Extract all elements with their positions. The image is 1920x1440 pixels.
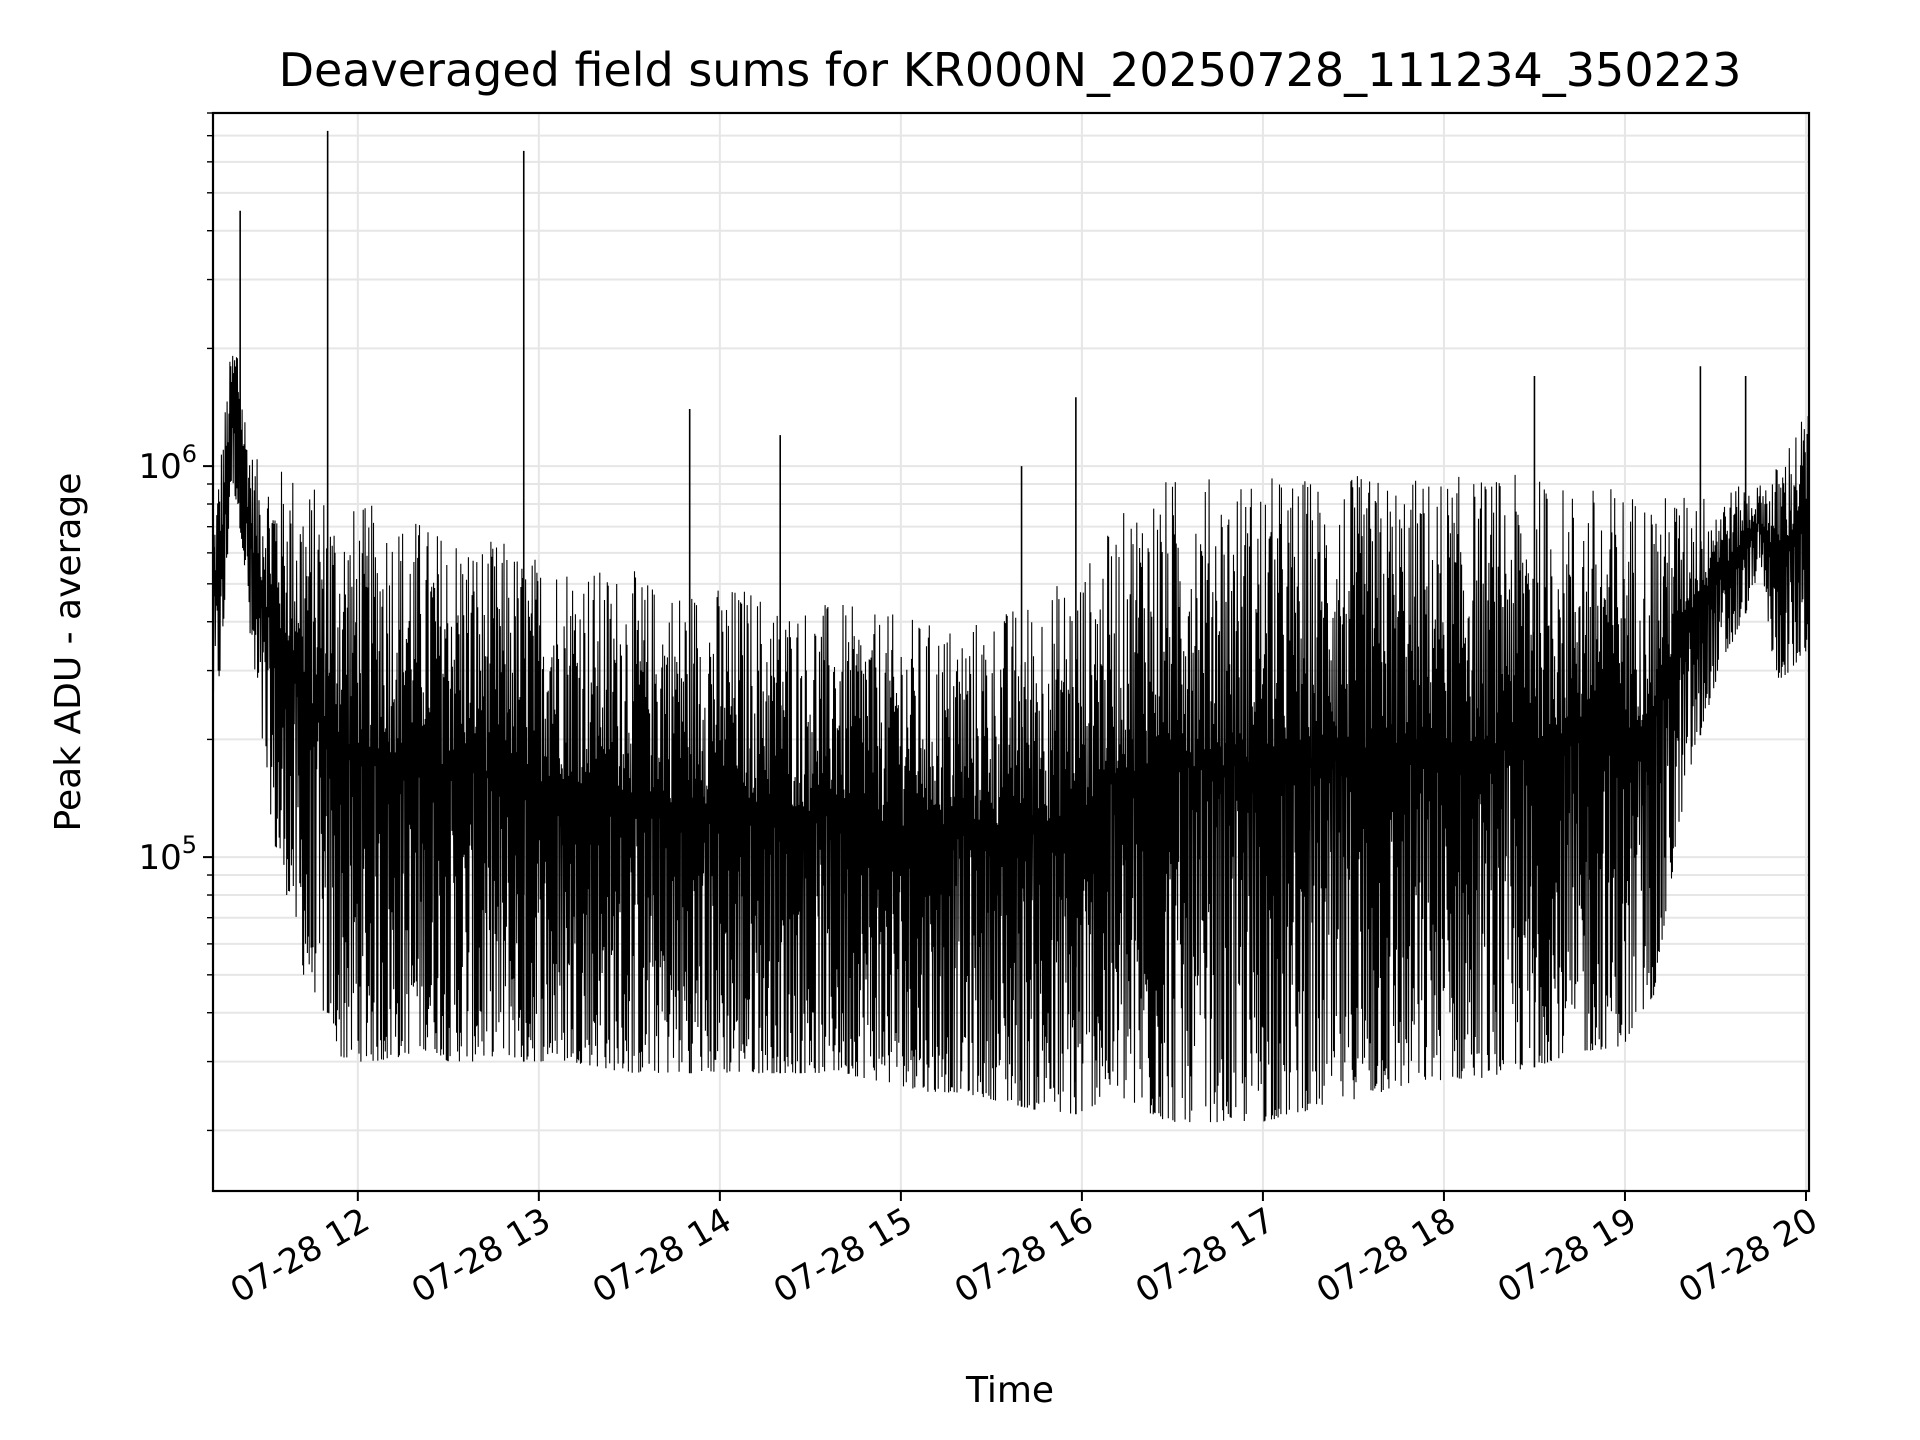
plot-frame [211, 111, 1811, 1193]
plot-area [213, 130, 1809, 1123]
chart-title: Deaveraged field sums for KR000N_2025072… [279, 43, 1742, 97]
series-line [213, 355, 1809, 1123]
y-tick-exponent: 6 [182, 440, 197, 468]
y-tick-label: 106 [138, 440, 197, 487]
y-tick-base: 10 [138, 447, 181, 487]
y-tick-exponent: 5 [182, 831, 197, 859]
y-tick-base: 10 [138, 838, 181, 878]
series-group [213, 130, 1809, 1123]
x-axis-label: Time [965, 1370, 1054, 1411]
y-tick-label: 105 [138, 831, 197, 878]
y-axis-label: Peak ADU - average [48, 473, 89, 832]
